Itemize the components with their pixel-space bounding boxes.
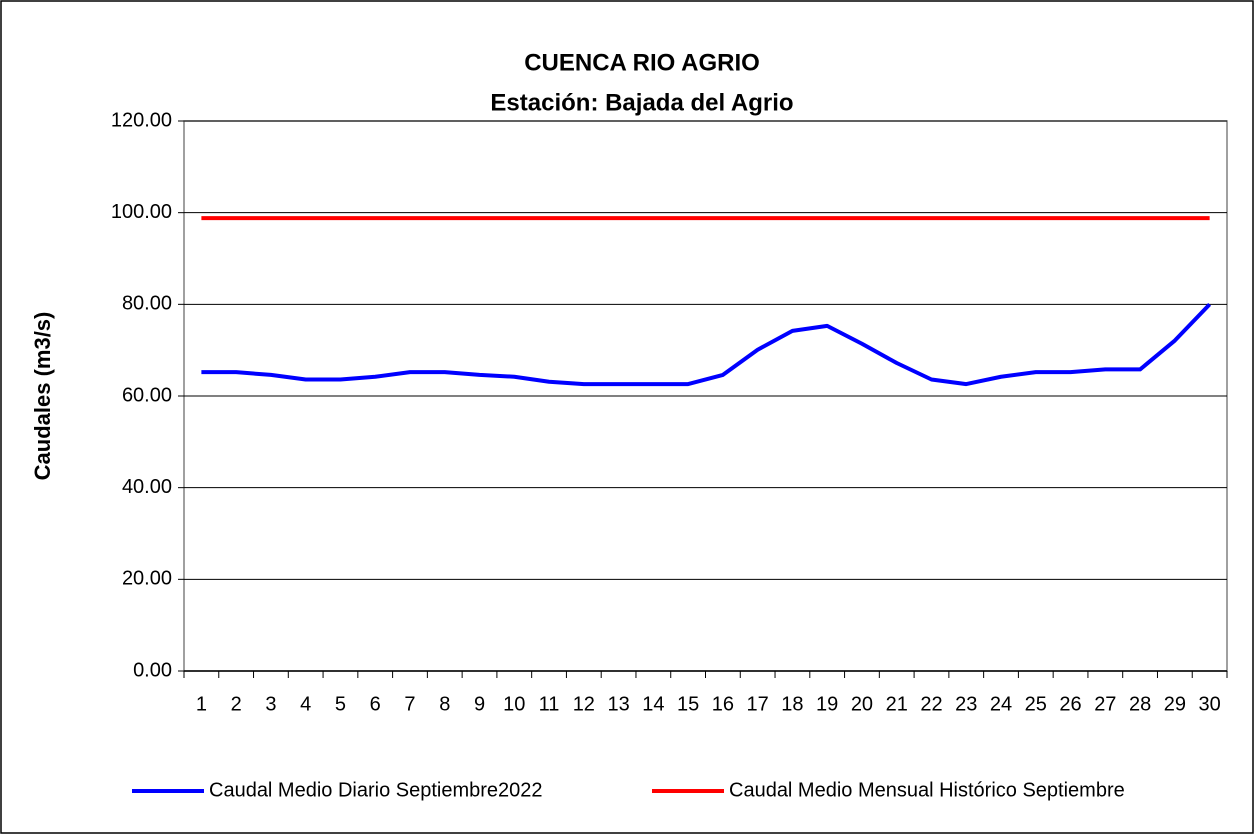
x-tick-label: 30 [1198, 693, 1220, 715]
y-tick-label: 80.00 [122, 293, 172, 315]
x-tick-label: 23 [955, 693, 977, 715]
y-tick-label: 20.00 [122, 568, 172, 590]
x-tick-label: 6 [370, 693, 381, 715]
x-tick-label: 9 [474, 693, 485, 715]
x-tick-label: 11 [539, 693, 560, 715]
x-tick-label: 10 [503, 693, 525, 715]
x-tick-label: 26 [1059, 693, 1081, 715]
x-tick-label: 29 [1164, 693, 1186, 715]
y-tick-label: 40.00 [122, 476, 172, 498]
y-tick-label: 0.00 [133, 659, 172, 681]
x-tick-label: 28 [1129, 693, 1151, 715]
x-tick-label: 17 [747, 693, 769, 715]
x-tick-label: 13 [607, 693, 629, 715]
x-tick-label: 22 [920, 693, 942, 715]
chart-title: CUENCA RIO AGRIO [524, 49, 760, 76]
chart-subtitle: Estación: Bajada del Agrio [490, 89, 793, 116]
x-tick-label: 4 [300, 693, 311, 715]
x-tick-label: 27 [1094, 693, 1116, 715]
series-line [201, 302, 1212, 387]
y-axis-label: Caudales (m3/s) [30, 312, 55, 481]
y-tick-label: 120.00 [111, 109, 172, 131]
x-tick-label: 20 [851, 693, 873, 715]
x-tick-label: 1 [196, 693, 207, 715]
x-tick-label: 3 [265, 693, 276, 715]
x-tick-label: 5 [335, 693, 346, 715]
legend-label: Caudal Medio Mensual Histórico Septiembr… [729, 779, 1125, 801]
x-tick-label: 8 [439, 693, 450, 715]
y-tick-label: 100.00 [111, 201, 172, 223]
x-tick-label: 2 [231, 693, 242, 715]
x-tick-label: 15 [677, 693, 699, 715]
y-tick-label: 60.00 [122, 384, 172, 406]
x-tick-label: 24 [990, 693, 1012, 715]
x-tick-label: 21 [886, 693, 908, 715]
x-tick-label: 25 [1025, 693, 1047, 715]
x-tick-label: 18 [781, 693, 803, 715]
x-tick-label: 7 [404, 693, 415, 715]
x-tick-label: 19 [816, 693, 838, 715]
x-tick-label: 14 [642, 693, 664, 715]
legend-label: Caudal Medio Diario Septiembre2022 [209, 779, 543, 801]
x-tick-label: 12 [573, 693, 595, 715]
x-tick-label: 16 [712, 693, 734, 715]
